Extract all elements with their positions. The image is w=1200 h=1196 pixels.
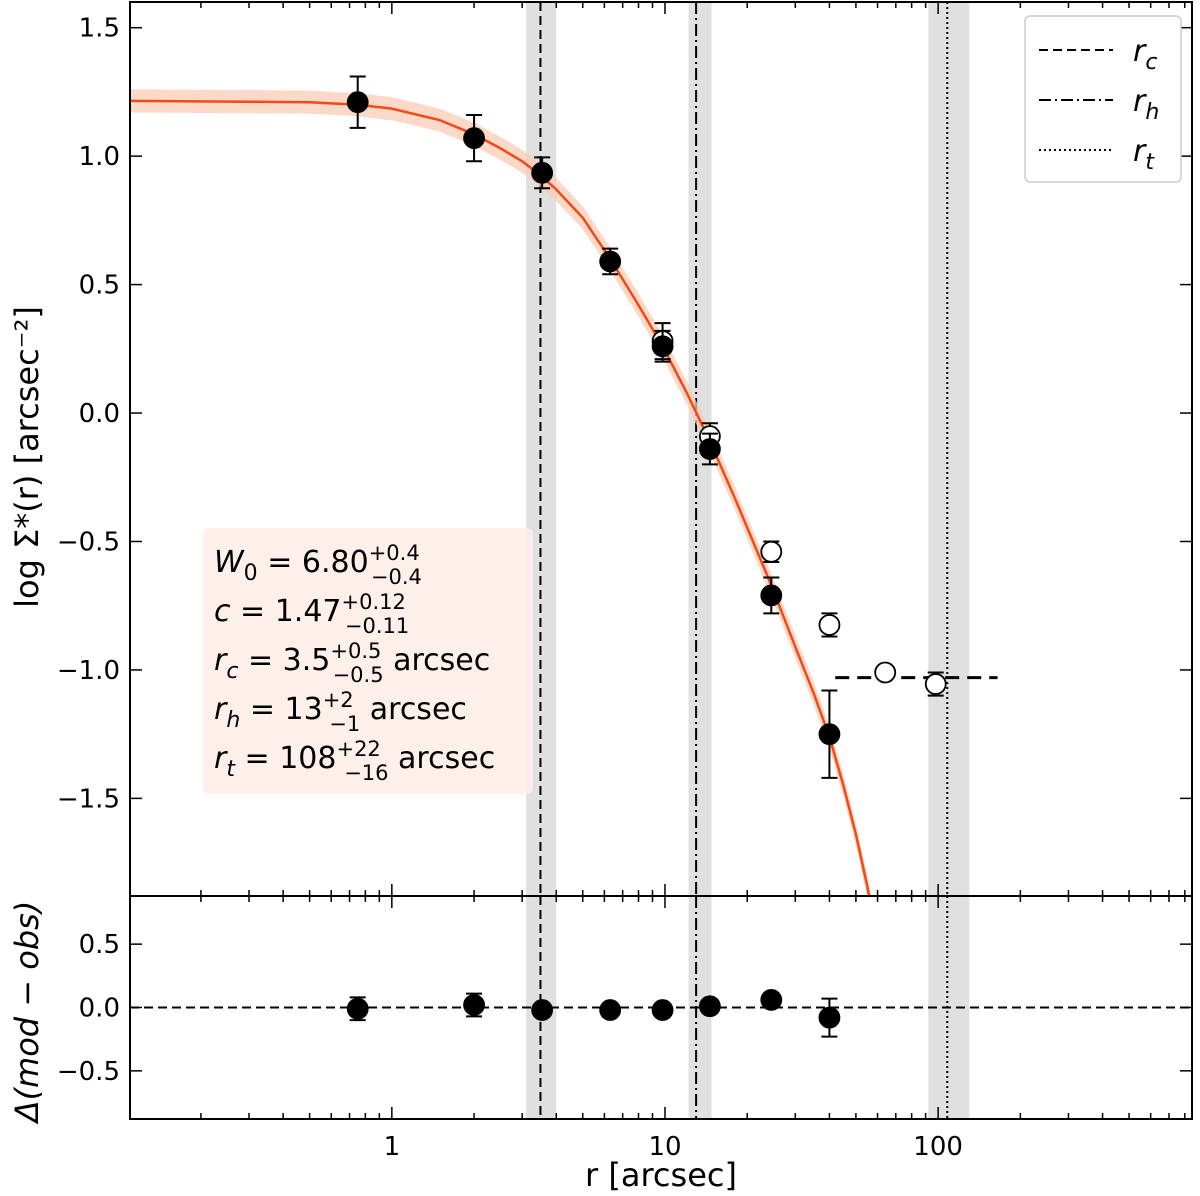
bottom-y-tick-label--0.5: −0.5 — [57, 1057, 120, 1087]
model-confidence-band — [130, 89, 872, 896]
legend-box — [1024, 15, 1182, 183]
filled-point-0-marker — [346, 91, 369, 114]
residual-point-3 — [599, 999, 622, 1021]
axis-labels: r [arcsec] log Σ*(r) [arcsec⁻²] Δ(mod − ob… — [8, 306, 737, 1194]
fit-param-1: c = 1.47+0.12 −0.11 — [214, 590, 409, 638]
top-y-tick-label-1: 1.0 — [79, 142, 120, 172]
top-y-ticks: 1.5 1.0 0.5 0.0 −0.5 −1.0 −1.5 — [57, 14, 1192, 814]
scale-radii — [526, 2, 970, 896]
king-model — [130, 89, 872, 896]
filled-point-1-marker — [463, 127, 485, 150]
open-point-3-marker — [818, 614, 841, 636]
legend: rc rh rt — [1024, 15, 1182, 183]
residual-point-6-marker — [760, 988, 783, 1011]
residual-points — [130, 988, 1192, 1038]
x-tick-label-1: 1 — [384, 1132, 401, 1162]
residual-point-1 — [463, 992, 485, 1018]
bottom-y-ticks: 0.5 0.0 −0.5 — [57, 930, 1192, 1087]
legend-label-t: rt — [1133, 134, 1155, 175]
density-points — [346, 75, 947, 779]
bottom-y-tick-label-0: 0.0 — [79, 994, 120, 1024]
x-tick-label-10: 10 — [648, 1132, 681, 1162]
bottom-y-tick-label-0.5: 0.5 — [79, 930, 120, 960]
filled-point-3-marker — [599, 250, 622, 273]
residual-point-0-marker — [346, 997, 369, 1020]
residual-point-7 — [818, 997, 841, 1038]
surface-density-panel: 1.5 1.0 0.5 0.0 −0.5 −1.0 −1.5 rc rh rt W0 = 6.80+… — [57, 1, 1193, 897]
x-tick-label-100: 100 — [913, 1132, 963, 1162]
top-y-axis-label: log Σ*(r) [arcsec⁻²] — [8, 306, 46, 608]
fit-param-2: rc = 3.5+0.5 −0.5 arcsec — [214, 639, 490, 687]
residual-point-1-marker — [463, 994, 485, 1016]
open-point-3 — [818, 612, 841, 638]
fit-param-0: W0 = 6.80+0.4 −0.4 — [214, 541, 422, 589]
open-point-5 — [924, 671, 947, 697]
residual-point-0 — [346, 996, 369, 1022]
top-y-tick-label--0.5: −0.5 — [57, 527, 120, 557]
x-axis-label: r [arcsec] — [585, 1156, 737, 1194]
fit-param-4: rt = 108+22 −16 arcsec — [214, 737, 495, 785]
filled-point-2 — [531, 156, 554, 190]
residual-point-3-marker — [599, 999, 622, 1021]
r_t-band — [928, 2, 970, 896]
filled-point-0 — [346, 75, 369, 129]
top-y-tick-label--1.5: −1.5 — [57, 784, 120, 814]
bottom-y-axis-label: Δ(mod − obs) — [8, 901, 46, 1126]
open-point-2-marker — [760, 540, 783, 563]
fit-param-3: rh = 13+2 −1 arcsec — [214, 688, 467, 736]
filled-point-5 — [698, 432, 721, 466]
open-point-5-marker — [924, 673, 947, 695]
open-point-4-marker — [874, 661, 897, 684]
residual-point-7-marker — [818, 1006, 841, 1029]
fit-parameters-background — [203, 528, 533, 794]
top-y-tick-label--1: −1.0 — [57, 656, 120, 686]
filled-point-2-marker — [531, 161, 554, 184]
filled-point-3 — [599, 247, 622, 276]
residual-point-5-marker — [698, 995, 721, 1018]
top-y-tick-label-0.5: 0.5 — [79, 271, 120, 301]
filled-point-6 — [760, 576, 783, 615]
residual-point-5 — [698, 995, 721, 1018]
filled-point-5-marker — [698, 438, 721, 460]
filled-point-1 — [463, 114, 485, 163]
x-ticks-bottom: 1 10 100 — [200, 896, 1186, 1162]
filled-point-6-marker — [760, 584, 783, 607]
top-y-tick-label-1.5: 1.5 — [79, 14, 120, 44]
residual-point-2 — [531, 999, 554, 1021]
filled-point-4-marker — [651, 335, 674, 358]
residual-point-4 — [651, 999, 674, 1021]
legend-label-c: rc — [1133, 34, 1157, 75]
legend-label-h: rh — [1133, 84, 1159, 125]
residual-point-6 — [760, 988, 783, 1011]
top-y-tick-label-0: 0.0 — [79, 399, 120, 429]
residual-point-4-marker — [651, 999, 674, 1021]
filled-point-4 — [651, 329, 674, 363]
residuals-panel: 1 10 100 0.5 0.0 −0.5 — [57, 895, 1193, 1162]
open-point-4 — [874, 661, 897, 684]
filled-point-7 — [818, 689, 841, 779]
filled-point-7-marker — [818, 723, 841, 746]
residual-point-2-marker — [531, 999, 554, 1021]
open-point-2 — [760, 540, 783, 564]
